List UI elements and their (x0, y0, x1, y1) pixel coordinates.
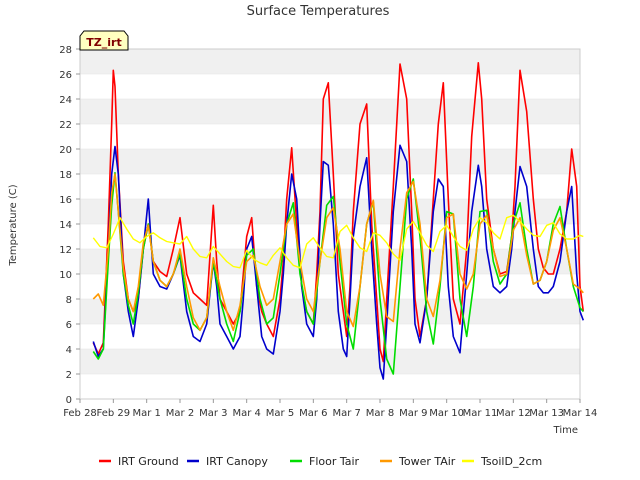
x-tick-label: Mar 2 (166, 408, 194, 419)
y-tick-label: 26 (59, 70, 72, 81)
series-line-tsoild-2cm (92, 214, 584, 269)
y-tick-label: 28 (59, 45, 72, 56)
site-label: TZ_irt (86, 36, 121, 49)
x-tick-label: Mar 12 (496, 408, 531, 419)
x-tick-label: Mar 14 (563, 408, 598, 419)
x-tick-label: Feb 29 (97, 408, 131, 419)
x-tick-label: Mar 8 (366, 408, 394, 419)
legend-item: Floor Tair (290, 455, 360, 468)
legend: IRT Ground IRT Canopy Floor Tair Tower TAir… (99, 455, 542, 468)
y-tick-label: 20 (59, 145, 72, 156)
y-tick-label: 22 (59, 120, 72, 131)
x-tick-label: Mar 13 (529, 408, 564, 419)
site-label-box: TZ_irt (79, 30, 129, 51)
legend-label: Floor Tair (309, 455, 360, 468)
chart-title: Surface Temperatures (247, 4, 390, 19)
legend-label: IRT Canopy (206, 455, 268, 468)
x-tick-label: Mar 9 (399, 408, 427, 419)
legend-item: IRT Canopy (187, 455, 268, 468)
x-tick-label: Mar 10 (429, 408, 464, 419)
series-group (92, 61, 585, 380)
x-tick-label: Mar 6 (299, 408, 327, 419)
y-axis-label: Temperature (C) (8, 184, 19, 266)
x-axis-label: Time (553, 425, 578, 436)
legend-label: Tower TAir (398, 455, 456, 468)
y-tick-label: 18 (59, 170, 72, 181)
y-tick-label: 10 (59, 270, 72, 281)
x-tick-label: Mar 5 (266, 408, 294, 419)
legend-label: TsoilD_2cm (480, 455, 542, 468)
grid-band (80, 249, 580, 274)
x-tick-label: Mar 4 (232, 408, 260, 419)
grid-band (80, 299, 580, 324)
x-tick-label: Feb 28 (63, 408, 97, 419)
x-axis: Feb 28 Feb 29 Mar 1 Mar 2 Mar 3 Mar 4 Mar 5 Mar… (63, 399, 597, 419)
legend-item: IRT Ground (99, 455, 179, 468)
legend-item: TsoilD_2cm (462, 455, 542, 468)
x-tick-label: Mar 7 (332, 408, 360, 419)
y-tick-label: 14 (59, 220, 72, 231)
y-tick-label: 8 (66, 295, 72, 306)
grid-band (80, 149, 580, 174)
grid-band (80, 349, 580, 374)
series-line-tower-tair (92, 173, 584, 332)
x-tick-label: Mar 3 (199, 408, 227, 419)
legend-item: Tower TAir (380, 455, 456, 468)
y-tick-label: 16 (59, 195, 72, 206)
y-tick-label: 12 (59, 245, 72, 256)
y-tick-label: 4 (66, 345, 72, 356)
y-tick-label: 2 (66, 370, 72, 381)
y-tick-label: 6 (66, 320, 72, 331)
grid-band (80, 49, 580, 74)
legend-label: IRT Ground (118, 455, 179, 468)
x-tick-label: Mar 1 (132, 408, 160, 419)
x-tick-label: Mar 11 (463, 408, 498, 419)
y-tick-label: 0 (66, 395, 72, 406)
y-tick-label: 24 (59, 95, 72, 106)
